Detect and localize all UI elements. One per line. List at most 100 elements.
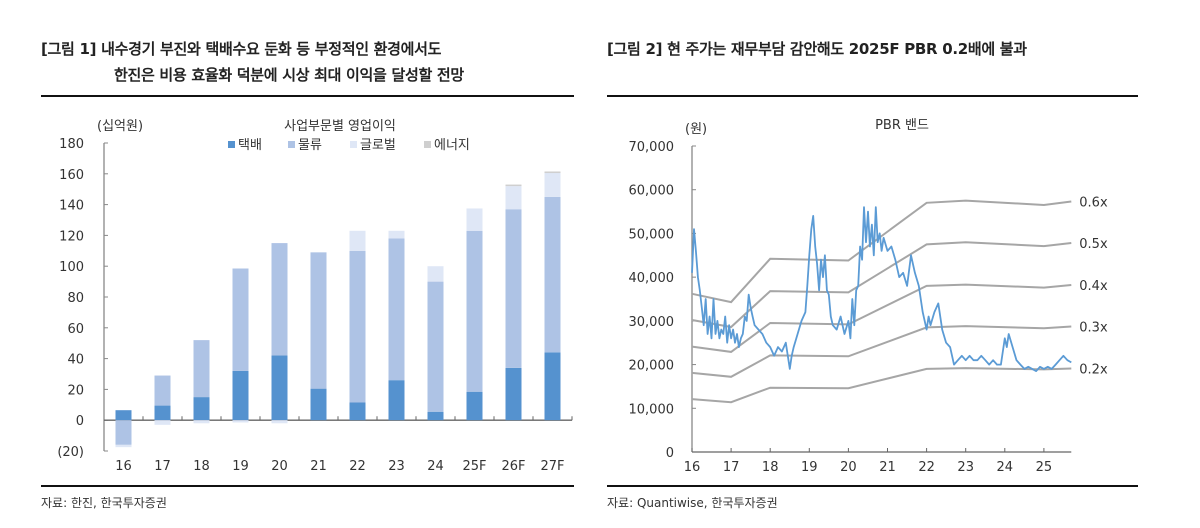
bar-segment-17-글로벌 — [154, 420, 171, 425]
x-tick-label: 23 — [388, 459, 405, 474]
band-line-0.4x — [691, 283, 1072, 353]
x-tick-label: 24 — [997, 460, 1014, 475]
bar-segment-20-글로벌 — [271, 420, 288, 424]
x-tick-label: 23 — [957, 460, 974, 475]
legend-swatch-택배 — [228, 141, 235, 148]
legend: 택배 물류 글로벌 에너지 — [228, 138, 470, 153]
bar-segment-27F-물류 — [544, 196, 561, 353]
y-tick-label: 180 — [59, 137, 84, 152]
price-line — [691, 206, 1072, 373]
bar-segment-20-물류 — [271, 243, 288, 356]
bar-segment-23-글로벌 — [388, 230, 405, 239]
y-tick-label: 0 — [666, 446, 674, 461]
x-tick-label: 20 — [271, 459, 288, 474]
y-tick-label: 100 — [59, 260, 84, 275]
y-tick-label: 40 — [67, 353, 84, 368]
bar-segment-19-물류 — [232, 268, 249, 371]
x-tick-label: 27F — [540, 459, 564, 474]
y-tick-label: 0 — [76, 414, 84, 429]
x-tick-label: 19 — [801, 460, 818, 475]
band-line-0.5x — [691, 241, 1072, 329]
legend-swatch-물류 — [288, 141, 295, 148]
band-label: 0.4x — [1079, 279, 1108, 294]
x-tick-label: 22 — [349, 459, 366, 474]
bar-segment-17-물류 — [154, 375, 171, 406]
figure-2-bottom-rule — [607, 485, 1138, 487]
pbr-bands: 0.6x 0.5x 0.4x 0.3x 0.2x — [691, 196, 1108, 404]
y-tick-label: 60 — [67, 322, 84, 337]
band-line-0.6x — [691, 199, 1072, 304]
figure-1-title-line1: [그림 1] 내수경기 부진와 택배수요 둔화 등 부정적인 환경에서도 — [41, 40, 442, 58]
x-tick-label: 25F — [462, 459, 486, 474]
bar-segment-26F-글로벌 — [505, 186, 522, 210]
y-tick-label: 40,000 — [629, 271, 675, 286]
y-tick-label: (20) — [57, 445, 84, 460]
bar-segment-16-글로벌 — [115, 444, 132, 448]
bar-segment-16-택배 — [115, 410, 132, 421]
figure-1-title-line2: 한진은 비용 효율화 덕분에 시상 최대 이익을 달성할 전망 — [114, 66, 464, 84]
figure-1-source: 자료: 한진, 한국투자증권 — [41, 496, 167, 510]
y-tick-label: 80 — [67, 291, 84, 306]
y-tick-label: 120 — [59, 229, 84, 244]
chart-title: 사업부문별 영업이익 — [284, 119, 396, 134]
bar-segment-26F-택배 — [505, 367, 522, 421]
x-tick-label: 17 — [723, 460, 740, 475]
x-tick-label: 21 — [879, 460, 896, 475]
y-tick-label: 10,000 — [629, 402, 675, 417]
band-line-0.2x — [691, 367, 1072, 404]
axes: 0 10,000 20,000 30,000 40,000 50,000 60,000 70,… — [629, 140, 1072, 475]
legend-swatch-글로벌 — [350, 141, 357, 148]
x-tick-label: 22 — [918, 460, 935, 475]
band-label: 0.2x — [1079, 363, 1108, 378]
y-tick-label: 140 — [59, 199, 84, 214]
y-tick-label: 20,000 — [629, 359, 675, 374]
price-line-group — [691, 206, 1072, 373]
axes: (20) 0 20 40 60 80 100 120 140 160 180 16 17 18 19 20 21… — [57, 137, 573, 474]
y-tick-label: 60,000 — [629, 184, 675, 199]
bar-segment-18-물류 — [193, 340, 210, 398]
bar-segment-25F-택배 — [466, 391, 483, 421]
band-label: 0.6x — [1079, 196, 1108, 211]
bar-segment-27F-택배 — [544, 352, 561, 421]
bar-segment-18-택배 — [193, 397, 210, 421]
legend-swatch-에너지 — [424, 141, 431, 148]
figure-2-title: [그림 2] 현 주가는 재무부담 감안해도 2025F PBR 0.2배에 불… — [607, 40, 1027, 58]
bar-segment-22-글로벌 — [349, 230, 366, 251]
legend-label: 에너지 — [434, 138, 470, 153]
x-tick-label: 19 — [232, 459, 249, 474]
bar-segment-27F-에너지 — [544, 171, 561, 174]
band-line-0.3x — [691, 325, 1072, 378]
x-tick-label: 25 — [1036, 460, 1053, 475]
bar-segment-22-택배 — [349, 402, 366, 421]
legend-label: 택배 — [238, 138, 262, 153]
x-tick-label: 21 — [310, 459, 327, 474]
x-tick-label: 26F — [501, 459, 525, 474]
y-tick-label: 30,000 — [629, 315, 675, 330]
bar-segment-21-물류 — [310, 252, 327, 389]
x-tick-label: 17 — [154, 459, 171, 474]
x-tick-label: 16 — [684, 460, 701, 475]
band-label: 0.3x — [1079, 321, 1108, 336]
bars — [115, 171, 561, 448]
y-tick-label: 50,000 — [629, 227, 675, 242]
legend-label: 글로벌 — [360, 138, 396, 153]
bar-segment-23-택배 — [388, 380, 405, 421]
y-axis-unit-label: (십억원) — [97, 119, 143, 134]
figure-2-panel: [그림 2] 현 주가는 재무부담 감안해도 2025F PBR 0.2배에 불… — [600, 0, 1200, 528]
bar-segment-17-택배 — [154, 405, 171, 421]
figure-1-top-rule — [41, 95, 574, 97]
legend-label: 물류 — [298, 138, 322, 153]
bar-segment-21-택배 — [310, 388, 327, 421]
bar-segment-25F-글로벌 — [466, 208, 483, 231]
bar-segment-26F-에너지 — [505, 184, 522, 187]
y-tick-label: 70,000 — [629, 140, 675, 155]
bar-segment-24-물류 — [427, 281, 444, 412]
band-label: 0.5x — [1079, 237, 1108, 252]
bar-segment-16-물류 — [115, 420, 132, 445]
x-tick-label: 24 — [427, 459, 444, 474]
bar-segment-24-택배 — [427, 411, 444, 421]
bar-segment-22-물류 — [349, 250, 366, 403]
bar-segment-24-글로벌 — [427, 266, 444, 282]
bar-segment-19-택배 — [232, 370, 249, 421]
bar-segment-20-택배 — [271, 355, 288, 421]
